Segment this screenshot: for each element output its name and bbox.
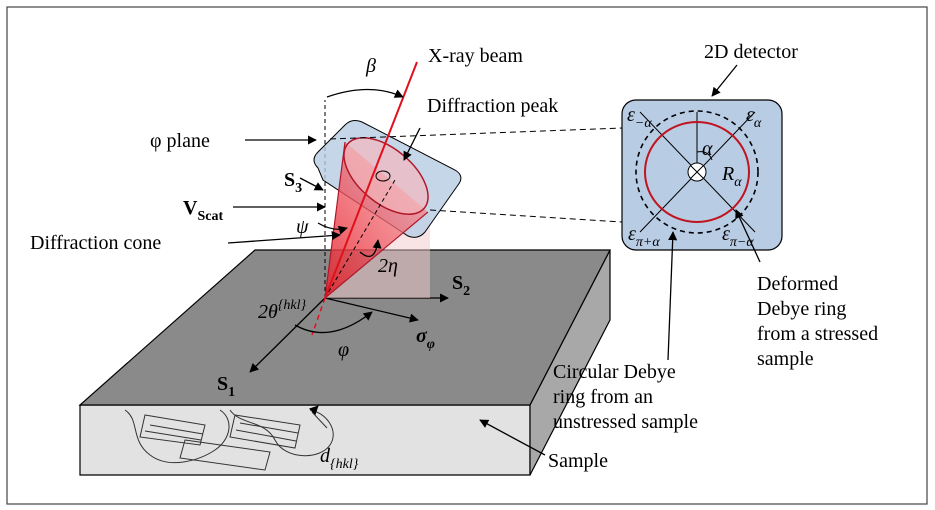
label-line: unstressed sample [553,411,698,433]
label-text: Diffraction peak [427,95,558,117]
label-sub: 1 [228,385,235,400]
label-line: Deformed [757,273,838,295]
label-sub: φ [427,337,435,352]
label-text: φ [338,339,349,361]
label-text: ε [627,104,635,126]
label-text: ψ [296,216,309,238]
label: φ [338,339,349,361]
label-sub: α [734,175,742,190]
label-sub: {hkl} [330,457,359,472]
label: 2η [378,255,398,277]
label-line: from a stressed [757,323,878,345]
label-text: ε [722,223,730,245]
label: Diffraction cone [30,232,161,254]
label: Diffraction peak [427,95,558,117]
label-text: S [217,373,228,395]
diagram: X-ray beamβDiffraction peakφ planeS3VSca… [0,0,935,510]
label-text: V [183,197,198,219]
label-text: φ plane [150,130,210,152]
label-sub: π+α [636,235,660,250]
label-line: Circular Debye [553,361,676,383]
label-text: 2η [378,255,398,277]
label-sub: 3 [295,181,302,196]
label: β [365,55,376,77]
label-text: S [452,272,463,294]
label-line: sample [757,348,814,370]
label-text: β [365,55,376,77]
label: 2D detector [704,41,798,63]
label: ψ [296,216,309,238]
label: φ plane [150,130,210,152]
label-text: ε [628,223,636,245]
label-text: S [284,169,295,191]
label-text: α [702,138,713,160]
label-line: Debye ring [757,298,846,320]
label: Sample [548,450,608,472]
label-text: Diffraction cone [30,232,161,254]
label-sup: {hkl} [278,298,307,313]
label-text: 2θ [258,301,278,323]
label-text: ε [746,104,754,126]
label-text: X-ray beam [428,45,523,67]
page: X-ray beamβDiffraction peakφ planeS3VSca… [0,0,935,510]
label: X-ray beam [428,45,523,67]
label-text: Sample [548,450,608,472]
label-sub: α [754,116,762,131]
label-line: ring from an [553,386,653,408]
label: α [702,138,713,160]
label-sub: π−α [730,235,754,250]
label-text: 2D detector [704,41,798,63]
label-sub: 2 [463,284,470,299]
label-text: R [721,163,734,185]
label-sub: Scat [197,209,223,224]
label-sub: −α [635,116,652,131]
